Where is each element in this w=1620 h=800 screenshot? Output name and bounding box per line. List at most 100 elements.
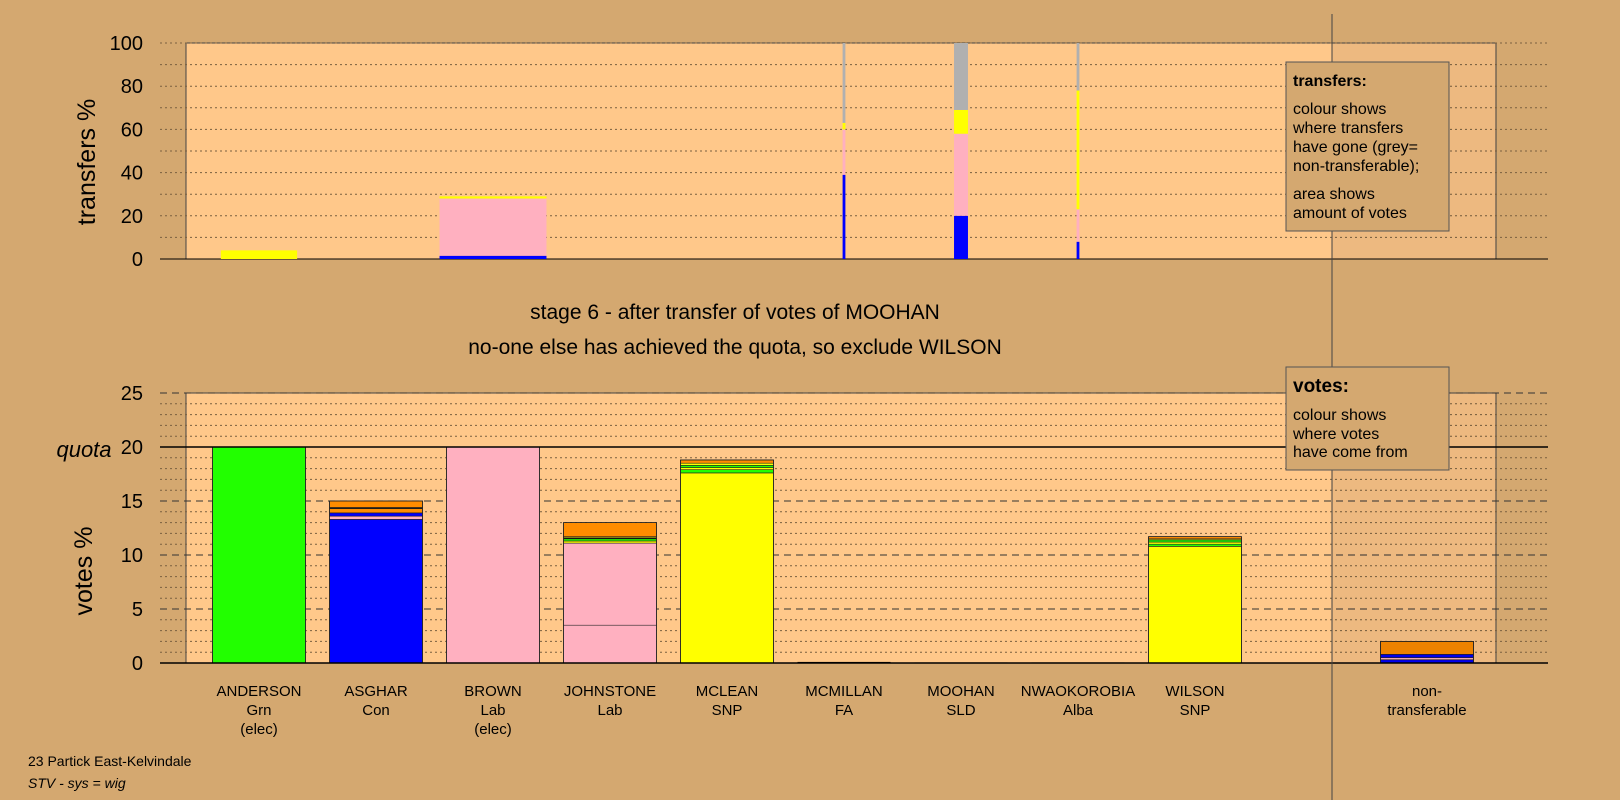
vote-segment [446,446,540,664]
candidate-label: MCLEAN [696,683,759,700]
vote-segment [1148,539,1242,543]
vote-segment [1148,543,1242,547]
candidate-labels: ANDERSON Grn (elec) ASGHAR Con BROWN Lab (elec)… [216,683,1466,738]
candidate-label: ASGHAR [344,683,408,700]
candidate-label: FA [835,702,853,719]
vote-segment [680,462,774,466]
transfer-segment [1076,90,1080,210]
vote-segment [1148,541,1242,545]
vote-segment [680,459,774,464]
transfer-segment [954,43,968,110]
nontransferable-label: transferable [1387,702,1466,719]
votes-y-axis-label: votes % [70,527,98,616]
vote-segment [563,538,657,542]
candidate-label: Lab [597,702,622,719]
vote-segment [212,446,306,664]
vote-segment [329,515,423,520]
candidate-label: BROWN [464,683,522,700]
ward-name: 23 Partick East-Kelvindale [28,753,192,769]
vote-segment [329,500,423,508]
transfers-legend-line: colour shows [1293,101,1386,118]
candidate-label: (elec) [240,721,278,738]
candidate-label: NWAOKOROBIA [1021,683,1135,700]
votes-legend-box [1285,366,1450,471]
candidate-label: SNP [712,702,743,719]
transfers-y-axis-label: transfers % [73,99,101,225]
votes-y-tick-label: 15 [121,491,143,513]
candidate-label: Grn [246,702,271,719]
transfers-y-tick-label: 80 [121,76,143,98]
transfers-y-tick-label: 40 [121,163,143,185]
candidate-label: Alba [1063,702,1094,719]
votes-y-ticks: 0 5 10 15 20 25 [121,383,143,675]
transfer-segment [1076,241,1080,259]
vote-segment [680,465,774,468]
vote-segment [1148,546,1242,664]
transfer-segment [954,133,968,216]
transfer-segment [842,174,846,259]
votes-bars [160,446,1548,664]
vote-segment [680,467,774,470]
transfers-y-tick-label: 0 [132,249,143,271]
transfers-bars [220,43,1080,259]
transfers-y-ticks: 0 20 40 60 80 100 [110,33,143,271]
stv-system: STV - sys = wig [28,775,126,791]
votes-y-tick-label: 10 [121,545,143,567]
transfer-segment [1076,209,1080,242]
transfer-segment [954,215,968,259]
transfer-segment [439,196,547,199]
transfers-y-tick-label: 60 [121,119,143,141]
votes-y-tick-label: 5 [132,599,143,621]
candidate-label: SNP [1180,702,1211,719]
vote-segment [329,512,423,517]
transfers-legend-line: amount of votes [1293,205,1407,222]
transfers-legend-line: where transfers [1292,120,1403,137]
votes-y-tick-label: 25 [121,383,143,405]
transfers-y-tick-label: 100 [110,33,143,55]
votes-y-tick-label: 20 [121,437,143,459]
transfer-segment [842,122,846,130]
transfer-segment [439,255,547,259]
transfers-legend-box [1285,61,1450,232]
transfer-segment [842,43,846,123]
transfer-segment [220,250,298,259]
candidate-label: (elec) [474,721,512,738]
transfer-segment [954,109,968,134]
transfers-y-tick-label: 20 [121,206,143,228]
candidate-label: WILSON [1165,683,1224,700]
vote-segment [680,469,774,474]
votes-legend-line: colour shows [1293,407,1386,424]
votes-legend-title: votes: [1293,376,1349,397]
stage-decision: no-one else has achieved the quota, so e… [468,336,1002,359]
transfers-legend-line: have gone (grey= [1293,139,1418,156]
nontransferable-label: non- [1412,683,1442,700]
vote-segment [563,624,657,664]
candidate-label: SLD [946,702,975,719]
candidate-label: ANDERSON [216,683,301,700]
transfers-legend-line: non-transferable); [1293,158,1419,175]
transfer-segment [842,129,846,175]
transfers-legend-line: area shows [1293,186,1375,203]
candidate-label: MOOHAN [927,683,995,700]
votes-y-tick-label: 0 [132,653,143,675]
candidate-label: Con [362,702,390,719]
vote-segment [680,472,774,664]
vote-segment [329,519,423,664]
votes-legend-line: where votes [1292,426,1379,443]
transfers-legend: transfers: colour shows where transfers … [1285,61,1450,232]
transfers-legend-title: transfers: [1293,73,1367,90]
quota-label: quota [56,437,111,462]
vote-segment [563,542,657,626]
transfer-segment [1076,43,1080,91]
votes-legend: votes: colour shows where votes have com… [1285,366,1450,471]
votes-legend-line: have come from [1293,444,1408,461]
vote-segment [329,508,423,514]
candidate-label: JOHNSTONE [564,683,656,700]
transfer-segment [439,198,547,256]
candidate-label: MCMILLAN [805,683,883,700]
candidate-label: Lab [480,702,505,719]
vote-segment [563,522,657,537]
stage-headline: stage 6 - after transfer of votes of MOO… [530,301,940,324]
vote-segment [563,540,657,544]
